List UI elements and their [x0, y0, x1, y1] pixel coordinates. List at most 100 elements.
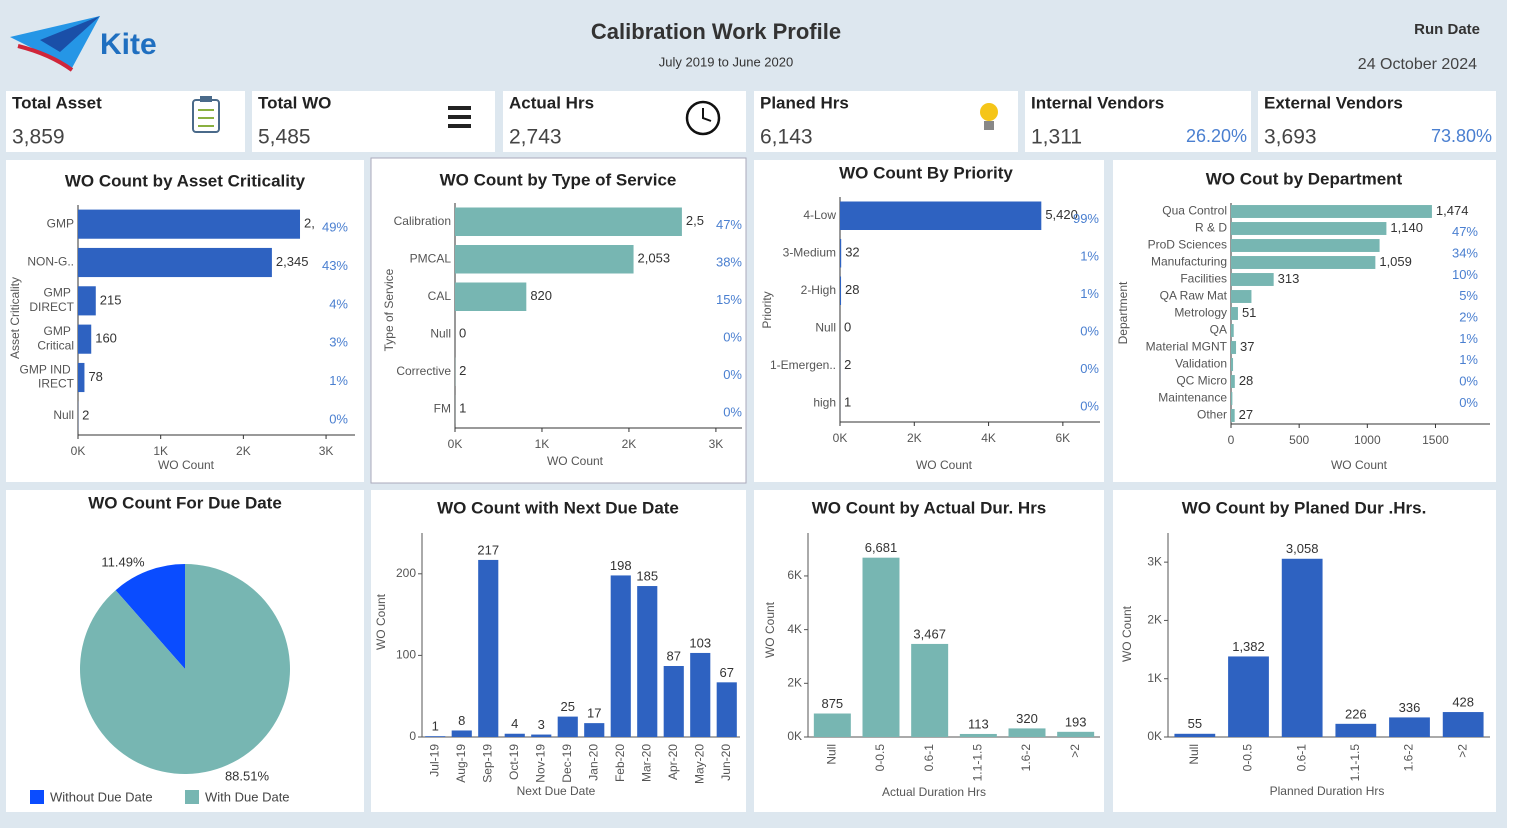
percent-label: 2% — [1459, 309, 1478, 324]
bar — [78, 362, 85, 393]
y-tick-label: Qua Control — [1162, 204, 1227, 218]
percent-label: 1% — [1459, 352, 1478, 367]
y-tick-label: GMP IND IRECT — [20, 362, 75, 390]
kpi-title: Total WO — [258, 93, 331, 112]
x-axis-title: Planned Duration Hrs — [1270, 784, 1385, 798]
logo-text: Kite — [100, 28, 157, 61]
chart-title: WO Cout by Department — [1206, 169, 1403, 188]
y-tick-label: GMP DIRECT — [29, 286, 74, 314]
panel — [371, 490, 746, 812]
icon-clock — [702, 108, 712, 122]
bar — [840, 239, 842, 268]
y-tick-label: FM — [434, 401, 451, 415]
bar — [478, 559, 499, 737]
pie-slice — [79, 564, 290, 775]
y-tick-label: PMCAL — [410, 251, 452, 265]
x-tick-label: Jun-20 — [719, 744, 733, 781]
value-label: 1 — [844, 395, 851, 410]
percent-label: 1% — [1080, 249, 1099, 264]
kpi-title: Internal Vendors — [1031, 93, 1164, 112]
value-label: 1,474 — [1436, 203, 1469, 218]
bar — [504, 733, 525, 737]
label-line: GMP — [44, 286, 74, 300]
y-tick-label: ProD Sciences — [1148, 238, 1227, 252]
y-tick-label: Corrective — [396, 364, 451, 378]
value-label: 0 — [844, 320, 851, 335]
bar — [455, 245, 634, 274]
y-tick-label: Material MGNT — [1146, 340, 1228, 354]
x-tick-label: 3K — [709, 437, 724, 451]
value-label: 198 — [610, 558, 632, 573]
x-tick-label: Apr-20 — [666, 744, 680, 780]
y-tick-label: 100 — [396, 648, 416, 662]
value-label: 160 — [95, 331, 117, 346]
x-tick-label: Aug-19 — [454, 744, 468, 783]
percent-label: 43% — [322, 258, 348, 273]
bar — [813, 713, 851, 737]
legend-swatch — [185, 790, 199, 804]
kpi-title: External Vendors — [1264, 93, 1403, 112]
percent-label: 47% — [1452, 224, 1478, 239]
y-axis-title: Asset Criticality — [8, 277, 22, 359]
kpi-title: Planed Hrs — [760, 93, 849, 112]
value-label: 8 — [458, 713, 465, 728]
bar — [1174, 733, 1216, 737]
x-axis-title: Next Due Date — [517, 784, 596, 798]
y-tick-label: QA — [1210, 323, 1227, 337]
x-tick-label: Feb-20 — [613, 744, 627, 782]
x-tick-label: 0.6-1 — [922, 744, 936, 772]
x-axis-title: WO Count — [1331, 458, 1388, 472]
bar — [1231, 358, 1234, 371]
x-tick-label: >2 — [1455, 744, 1469, 758]
bar — [911, 643, 949, 737]
y-tick-label: NON-G.. — [27, 255, 74, 269]
percent-label: 3% — [329, 335, 348, 350]
value-label: 193 — [1065, 714, 1087, 729]
kpi-percent: 26.20% — [1186, 126, 1247, 146]
value-label: 25 — [561, 699, 575, 714]
kpi-value: 2,743 — [509, 126, 562, 149]
y-tick-label: 3K — [1147, 554, 1162, 568]
percent-label: 38% — [716, 255, 742, 270]
x-tick-label: 1500 — [1422, 433, 1449, 447]
y-axis-title: WO Count — [374, 593, 388, 650]
bar — [716, 682, 737, 737]
value-label: 336 — [1399, 700, 1421, 715]
value-label: 27 — [1239, 407, 1253, 422]
percent-label: 0% — [1080, 399, 1099, 414]
value-label: 51 — [1242, 305, 1256, 320]
bar — [78, 286, 96, 316]
value-label: 2,5 — [686, 213, 704, 228]
bar — [78, 209, 301, 239]
x-tick-label: 0K — [71, 444, 86, 458]
legend-swatch — [30, 790, 44, 804]
value-label: 2 — [844, 357, 851, 372]
logo-swoosh — [17, 44, 74, 72]
bar — [557, 716, 578, 737]
legend-label: With Due Date — [205, 789, 290, 804]
value-label: 17 — [587, 706, 601, 721]
title: Calibration Work Profile — [591, 19, 841, 44]
bar — [690, 652, 711, 737]
x-tick-label: 3K — [319, 444, 334, 458]
value-label: 820 — [530, 288, 552, 303]
x-tick-label: 1K — [153, 444, 168, 458]
bar — [531, 734, 552, 737]
percent-label: 5% — [1459, 288, 1478, 303]
value-label: 1,382 — [1232, 639, 1265, 654]
kpi-title: Total Asset — [12, 93, 102, 112]
x-tick-label: Sep-19 — [480, 744, 494, 783]
value-label: 2 — [459, 363, 466, 378]
percent-label: 47% — [716, 217, 742, 232]
icon-menu — [448, 106, 471, 110]
x-axis-title: WO Count — [916, 458, 973, 472]
x-tick-label: Nov-19 — [533, 744, 547, 783]
icon-bulb — [980, 103, 998, 121]
percent-label: 0% — [723, 330, 742, 345]
y-tick-label: GMP Critical — [37, 324, 74, 352]
y-tick-label: 1K — [1147, 671, 1162, 685]
bar — [1231, 256, 1376, 269]
value-label: 1,059 — [1379, 254, 1412, 269]
bar — [455, 207, 682, 236]
percent-label: 99% — [1073, 211, 1099, 226]
